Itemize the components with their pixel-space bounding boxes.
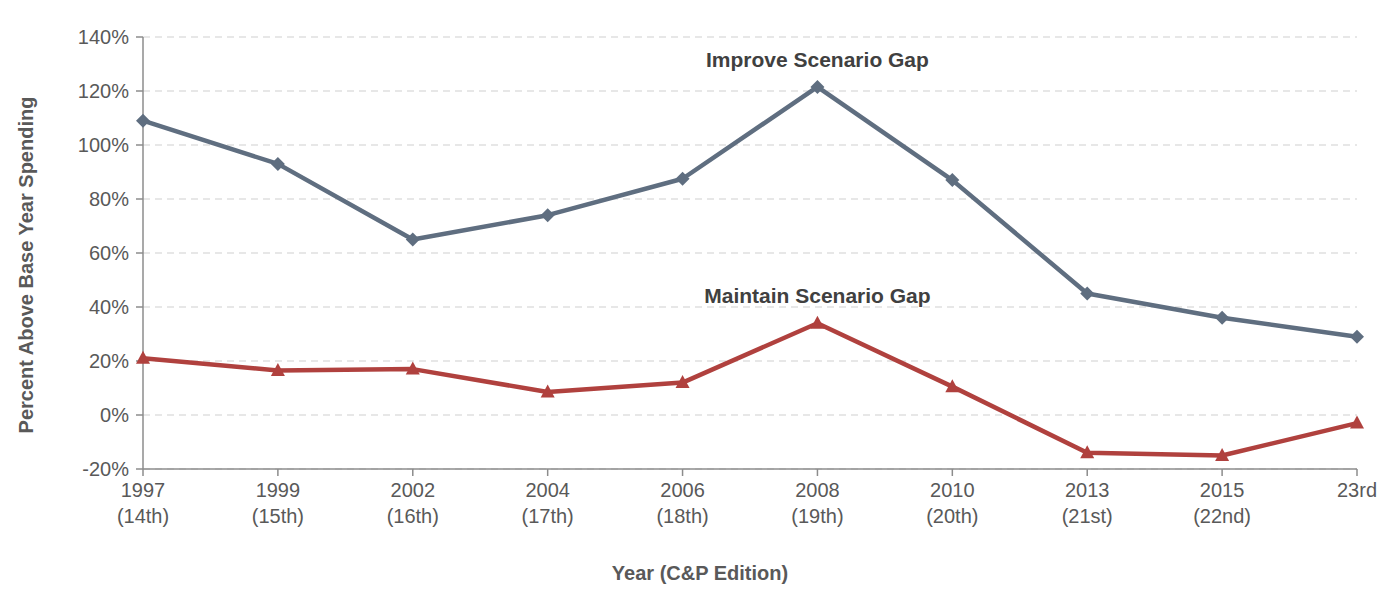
y-tick [136,144,143,146]
series-marker [136,351,150,364]
series-marker [406,233,420,247]
plot-area [136,80,1364,461]
x-tick [1086,469,1088,476]
x-tick-label-line: (14th) [117,505,169,527]
x-axis [143,468,1357,470]
x-tick [1356,469,1358,476]
x-tick [817,469,819,476]
series-marker [271,157,285,171]
series-marker [1350,330,1364,344]
x-tick-label: 2010 (20th) [926,479,978,527]
x-tick-label-line: (19th) [791,505,843,527]
series-marker [541,208,555,222]
x-tick [1221,469,1223,476]
x-tick-label-line: (21st) [1062,505,1113,527]
y-tick-label: 100% [78,134,129,156]
x-tick [547,469,549,476]
grid-line [143,414,1357,415]
y-tick-label: -20% [82,458,129,480]
grid-line [143,144,1357,145]
y-tick-label: 140% [78,26,129,48]
x-tick-label-line: 2004 [525,479,570,501]
series-marker [945,379,959,392]
y-tick-label: 40% [89,296,129,318]
x-tick-label-line: (15th) [252,505,304,527]
x-tick [277,469,279,476]
grid-line [143,252,1357,253]
x-tick-label-line: 2006 [660,479,705,501]
grid-line [143,360,1357,361]
x-tick-label-line: 2002 [391,479,436,501]
y-tick [136,306,143,308]
y-tick-label: 120% [78,80,129,102]
series-marker [406,362,420,375]
x-tick-label: 2006 (18th) [656,479,708,527]
series-label: Improve Scenario Gap [706,48,929,71]
y-tick [136,198,143,200]
series-marker [1080,445,1094,458]
series-marker [676,375,690,388]
y-tick [136,90,143,92]
x-tick [682,469,684,476]
grid-line [143,36,1357,37]
x-tick-label-line: 2013 [1065,479,1110,501]
y-tick-label: 60% [89,242,129,264]
x-tick [142,469,144,476]
series-label: Maintain Scenario Gap [704,284,930,307]
x-tick-label: 1997 (14th) [117,479,169,527]
x-tick-label: 2008 (19th) [791,479,843,527]
x-tick-label-line: (17th) [522,505,574,527]
x-tick-label-line: 23rd [1337,479,1377,501]
series-marker [676,172,690,186]
x-tick-label: 1999 (15th) [252,479,304,527]
y-tick-label: 80% [89,188,129,210]
x-tick-label: 2015 (22nd) [1193,479,1251,527]
series-line [143,87,1357,337]
x-tick-label-line: (22nd) [1193,505,1251,527]
y-tick-label: 20% [89,350,129,372]
grid-line [143,468,1357,469]
x-tick-label-line: 2010 [930,479,975,501]
x-tick-label: 23rd [1337,479,1377,501]
x-tick-label: 2002 (16th) [387,479,439,527]
series-marker [1080,287,1094,301]
x-tick-label-line: 2015 [1200,479,1245,501]
x-tick [412,469,414,476]
x-tick-label-line: (20th) [926,505,978,527]
y-tick [136,414,143,416]
x-tick-label: 2004 (17th) [522,479,574,527]
grid-line [143,198,1357,199]
x-tick-label-line: (16th) [387,505,439,527]
series-marker [810,80,824,94]
grid-line [143,90,1357,91]
series-line [143,323,1357,455]
x-tick-label-line: 1997 [121,479,166,501]
chart: -20% 0% 20% 40% 60% 80% 100% 120% 140% 1997 (14th)… [0,0,1396,594]
x-tick-label: 2013 (21st) [1062,479,1113,527]
x-tick-label-line: 2008 [795,479,840,501]
y-axis-title: Percent Above Base Year Spending [15,97,37,434]
y-tick-label: 0% [100,404,129,426]
y-tick [136,468,143,470]
y-tick [136,252,143,254]
x-tick-label-line: 1999 [256,479,301,501]
series-marker [136,114,150,128]
x-tick [952,469,954,476]
x-tick-label-line: (18th) [656,505,708,527]
series-marker [810,316,824,329]
series-marker [541,385,555,398]
x-axis-title: Year (C&P Edition) [612,562,788,584]
series-marker [1350,416,1364,429]
series-marker [945,173,959,187]
y-axis [142,37,144,469]
series-marker [271,363,285,376]
series-marker [1215,448,1229,461]
y-tick [136,36,143,38]
series-marker [1215,311,1229,325]
